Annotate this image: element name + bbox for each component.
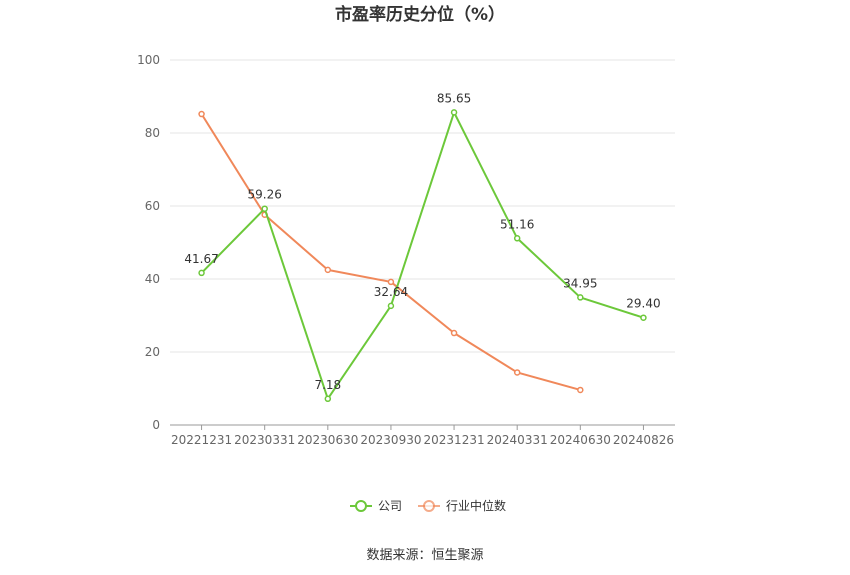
- series-layer: [198, 109, 647, 403]
- data-label: 7.18: [314, 378, 341, 392]
- legend-swatch-marker: [423, 500, 435, 512]
- y-tick-label: 0: [152, 418, 160, 432]
- label-layer: 41.67 59.26 7.18 32.64 85.65 51.16 34.95 29.40: [184, 91, 660, 391]
- x-tick-label: 20230630: [297, 433, 358, 447]
- source-text: 数据来源：恒生聚源: [366, 548, 483, 563]
- x-tick-label: 20240630: [550, 433, 611, 447]
- data-point[interactable]: [387, 278, 395, 286]
- legend[interactable]: 公司 行业中位数: [350, 498, 506, 513]
- legend-item-company[interactable]: 公司: [350, 499, 402, 513]
- data-point[interactable]: [577, 294, 584, 301]
- data-label: 29.40: [626, 297, 660, 311]
- legend-item-industry-median[interactable]: 行业中位数: [418, 498, 506, 513]
- data-point[interactable]: [640, 314, 647, 321]
- data-label: 32.64: [374, 285, 408, 299]
- data-point[interactable]: [577, 386, 584, 394]
- data-point[interactable]: [387, 302, 395, 310]
- data-point[interactable]: [324, 395, 332, 403]
- data-point[interactable]: [513, 235, 521, 242]
- y-tick-label: 20: [145, 345, 160, 359]
- series-line-industry-median: [200, 113, 581, 391]
- data-label: 34.95: [563, 276, 597, 290]
- x-tick-label: 20230331: [234, 433, 295, 447]
- legend-swatch-marker: [355, 500, 367, 512]
- y-tick-label: 100: [137, 53, 160, 67]
- legend-label: 公司: [378, 499, 402, 513]
- y-tick-label: 80: [145, 126, 160, 140]
- data-point[interactable]: [450, 109, 458, 116]
- data-point[interactable]: [198, 110, 205, 118]
- y-tick-label: 60: [145, 199, 160, 213]
- x-tick-label: 20231231: [424, 433, 485, 447]
- series-line-company: [200, 111, 644, 400]
- data-point[interactable]: [450, 329, 458, 337]
- data-label: 41.67: [184, 252, 218, 266]
- x-tick-label: 20240826: [613, 433, 674, 447]
- chart-title: 市盈率历史分位（%）: [335, 4, 505, 25]
- legend-label: 行业中位数: [446, 498, 506, 513]
- x-tick-label: 20221231: [171, 433, 232, 447]
- x-tick-label: 20230930: [360, 433, 421, 447]
- data-label: 59.26: [248, 188, 282, 202]
- data-point[interactable]: [324, 266, 332, 274]
- data-label: 51.16: [500, 217, 534, 231]
- x-tick-label: 20240331: [487, 433, 548, 447]
- data-point[interactable]: [513, 369, 521, 376]
- y-tick-label: 40: [145, 272, 160, 286]
- data-point[interactable]: [198, 269, 205, 277]
- data-label: 85.65: [437, 91, 471, 105]
- data-point[interactable]: [261, 205, 268, 212]
